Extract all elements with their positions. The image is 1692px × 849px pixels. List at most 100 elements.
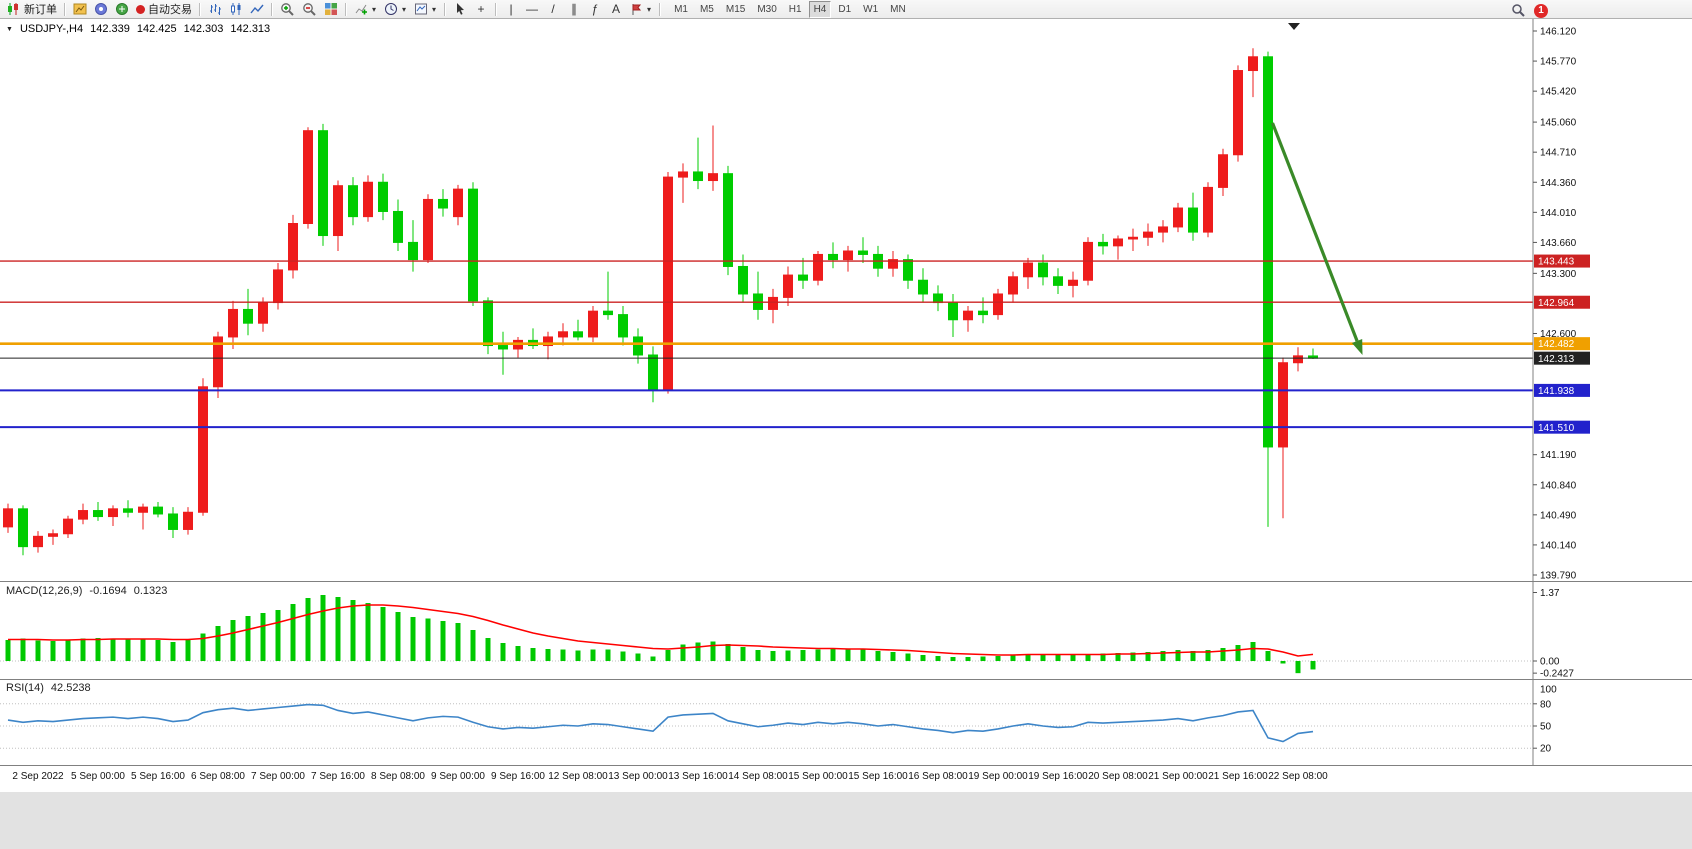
price-level-tag: [1534, 254, 1590, 268]
line-chart-mode-button[interactable]: [247, 1, 267, 18]
macd-histogram-bar: [830, 649, 836, 661]
timeframe-button-mn[interactable]: MN: [890, 3, 906, 15]
timeframe-button-h4[interactable]: H4: [808, 0, 832, 18]
candle-body: [3, 508, 13, 528]
horizontal-line-tool-button[interactable]: —: [522, 1, 542, 18]
chevron-down-icon[interactable]: ▾: [432, 4, 437, 14]
candlestick-mode-button[interactable]: [226, 1, 246, 18]
chevron-down-icon[interactable]: ▾: [402, 4, 407, 14]
macd-histogram-bar: [605, 649, 611, 661]
timeframe-button-m5[interactable]: M5: [699, 3, 714, 15]
timeframe-button-m15[interactable]: M15: [725, 3, 746, 15]
bar-chart-mode-button[interactable]: [205, 1, 225, 18]
navigator-button[interactable]: [91, 1, 111, 18]
price-axis-label: 145.770: [1540, 57, 1577, 68]
rsi-panel[interactable]: 100 80 50 20: [0, 679, 1692, 765]
periods-button[interactable]: ▾: [381, 1, 410, 18]
time-axis-label: 5 Sep 00:00: [71, 771, 125, 782]
fibonacci-icon: ƒ: [591, 2, 599, 16]
crosshair-icon: +: [477, 2, 485, 16]
price-tag-label: 142.964: [1538, 298, 1575, 309]
tile-windows-button[interactable]: [321, 1, 341, 18]
vertical-line-tool-button[interactable]: |: [501, 1, 521, 18]
channel-tool-button[interactable]: ∥: [564, 1, 584, 18]
macd-panel[interactable]: 1.37 0.00-0.2427: [0, 581, 1692, 680]
candle-body: [1113, 238, 1123, 247]
candle-body: [1173, 207, 1183, 228]
candle-body: [1158, 226, 1168, 233]
macd-histogram-bar: [395, 612, 401, 661]
time-axis-label: 19 Sep 16:00: [1028, 771, 1088, 782]
candle-body: [78, 510, 88, 520]
candle-body: [1248, 56, 1258, 72]
candle-body: [168, 513, 178, 530]
market-watch-button[interactable]: [70, 1, 90, 18]
ohlc-expander-icon[interactable]: ▼: [6, 25, 13, 33]
candle-body: [138, 506, 148, 513]
search-button[interactable]: [1508, 2, 1529, 19]
notification-badge[interactable]: 1: [1534, 3, 1548, 18]
candle-body: [1023, 262, 1033, 278]
macd-histogram-bar: [455, 623, 461, 661]
timeframe-button-w1[interactable]: W1: [863, 3, 879, 15]
crosshair-tool-button[interactable]: +: [471, 1, 491, 18]
candle-body: [1098, 241, 1108, 247]
templates-button[interactable]: ▾: [411, 1, 440, 18]
price-axis-label: 144.360: [1540, 178, 1577, 189]
rsi-axis-label: 20: [1540, 744, 1552, 755]
toolbar-right-cluster: 1: [1508, 2, 1548, 19]
terminal-button[interactable]: [112, 1, 132, 18]
fibonacci-tool-button[interactable]: ƒ: [585, 1, 605, 18]
chart-shift-marker[interactable]: [1288, 23, 1300, 30]
macd-histogram-bar: [425, 618, 431, 661]
candle-body: [663, 176, 673, 390]
chevron-down-icon[interactable]: ▾: [647, 4, 652, 14]
candle-body: [213, 336, 223, 388]
macd-histogram-bar: [515, 646, 521, 661]
candle-body: [978, 310, 988, 316]
candle-body: [963, 310, 973, 321]
macd-histogram-bar: [710, 641, 716, 661]
trend-arrow-head[interactable]: [1351, 339, 1363, 355]
macd-histogram-bar: [215, 626, 221, 661]
macd-histogram-bar: [560, 649, 566, 661]
cursor-tool-button[interactable]: [450, 1, 470, 18]
zoom-in-button[interactable]: [277, 1, 298, 18]
candle-body: [1203, 186, 1213, 233]
autotrading-button[interactable]: 自动交易: [133, 1, 195, 18]
timeframe-button-m30[interactable]: M30: [757, 3, 777, 15]
macd-histogram-bar: [815, 649, 821, 661]
trend-arrow-line[interactable]: [1271, 122, 1359, 342]
timeframe-button-d1[interactable]: D1: [838, 3, 852, 15]
candle-body: [393, 210, 403, 243]
candle-body: [1143, 231, 1153, 238]
rsi-axis-label: 50: [1540, 722, 1552, 733]
time-axis-label: 15 Sep 16:00: [848, 771, 908, 782]
flag-icon: [632, 3, 642, 15]
price-chart-panel[interactable]: 146.120 145.770 145.420 145.060 144.710 144.3…: [0, 19, 1692, 582]
price-tag-label: 141.510: [1538, 423, 1575, 434]
candle-body: [573, 331, 583, 338]
time-axis-label: 13 Sep 16:00: [668, 771, 728, 782]
price-axis-label: 140.840: [1540, 480, 1577, 491]
macd-histogram-bar: [80, 638, 86, 661]
candle-body: [303, 130, 313, 225]
macd-histogram-bar: [1190, 651, 1196, 661]
market-watch-icon: [73, 3, 87, 15]
text-tool-button[interactable]: A: [606, 1, 626, 18]
new-order-button[interactable]: 新订单: [3, 1, 60, 18]
indicators-button[interactable]: ▾: [351, 1, 380, 18]
time-axis[interactable]: 2 Sep 2022 5 Sep 00:00 5 Sep 16:00 6 Sep 08…: [0, 765, 1692, 792]
time-axis-label: 9 Sep 16:00: [491, 771, 545, 782]
chevron-down-icon[interactable]: ▾: [372, 4, 377, 14]
trendline-tool-button[interactable]: /: [543, 1, 563, 18]
timeframe-button-h1[interactable]: H1: [788, 3, 802, 15]
rsi-value: 42.5238: [50, 682, 91, 694]
terminal-icon: [116, 3, 128, 15]
arrows-tool-button[interactable]: ▾: [627, 1, 655, 18]
candle-body: [1263, 56, 1273, 448]
timeframe-button-m1[interactable]: M1: [674, 3, 688, 15]
macd-histogram-bar: [665, 650, 671, 661]
price-axis-label: 144.010: [1540, 208, 1577, 219]
zoom-out-button[interactable]: [299, 1, 320, 18]
